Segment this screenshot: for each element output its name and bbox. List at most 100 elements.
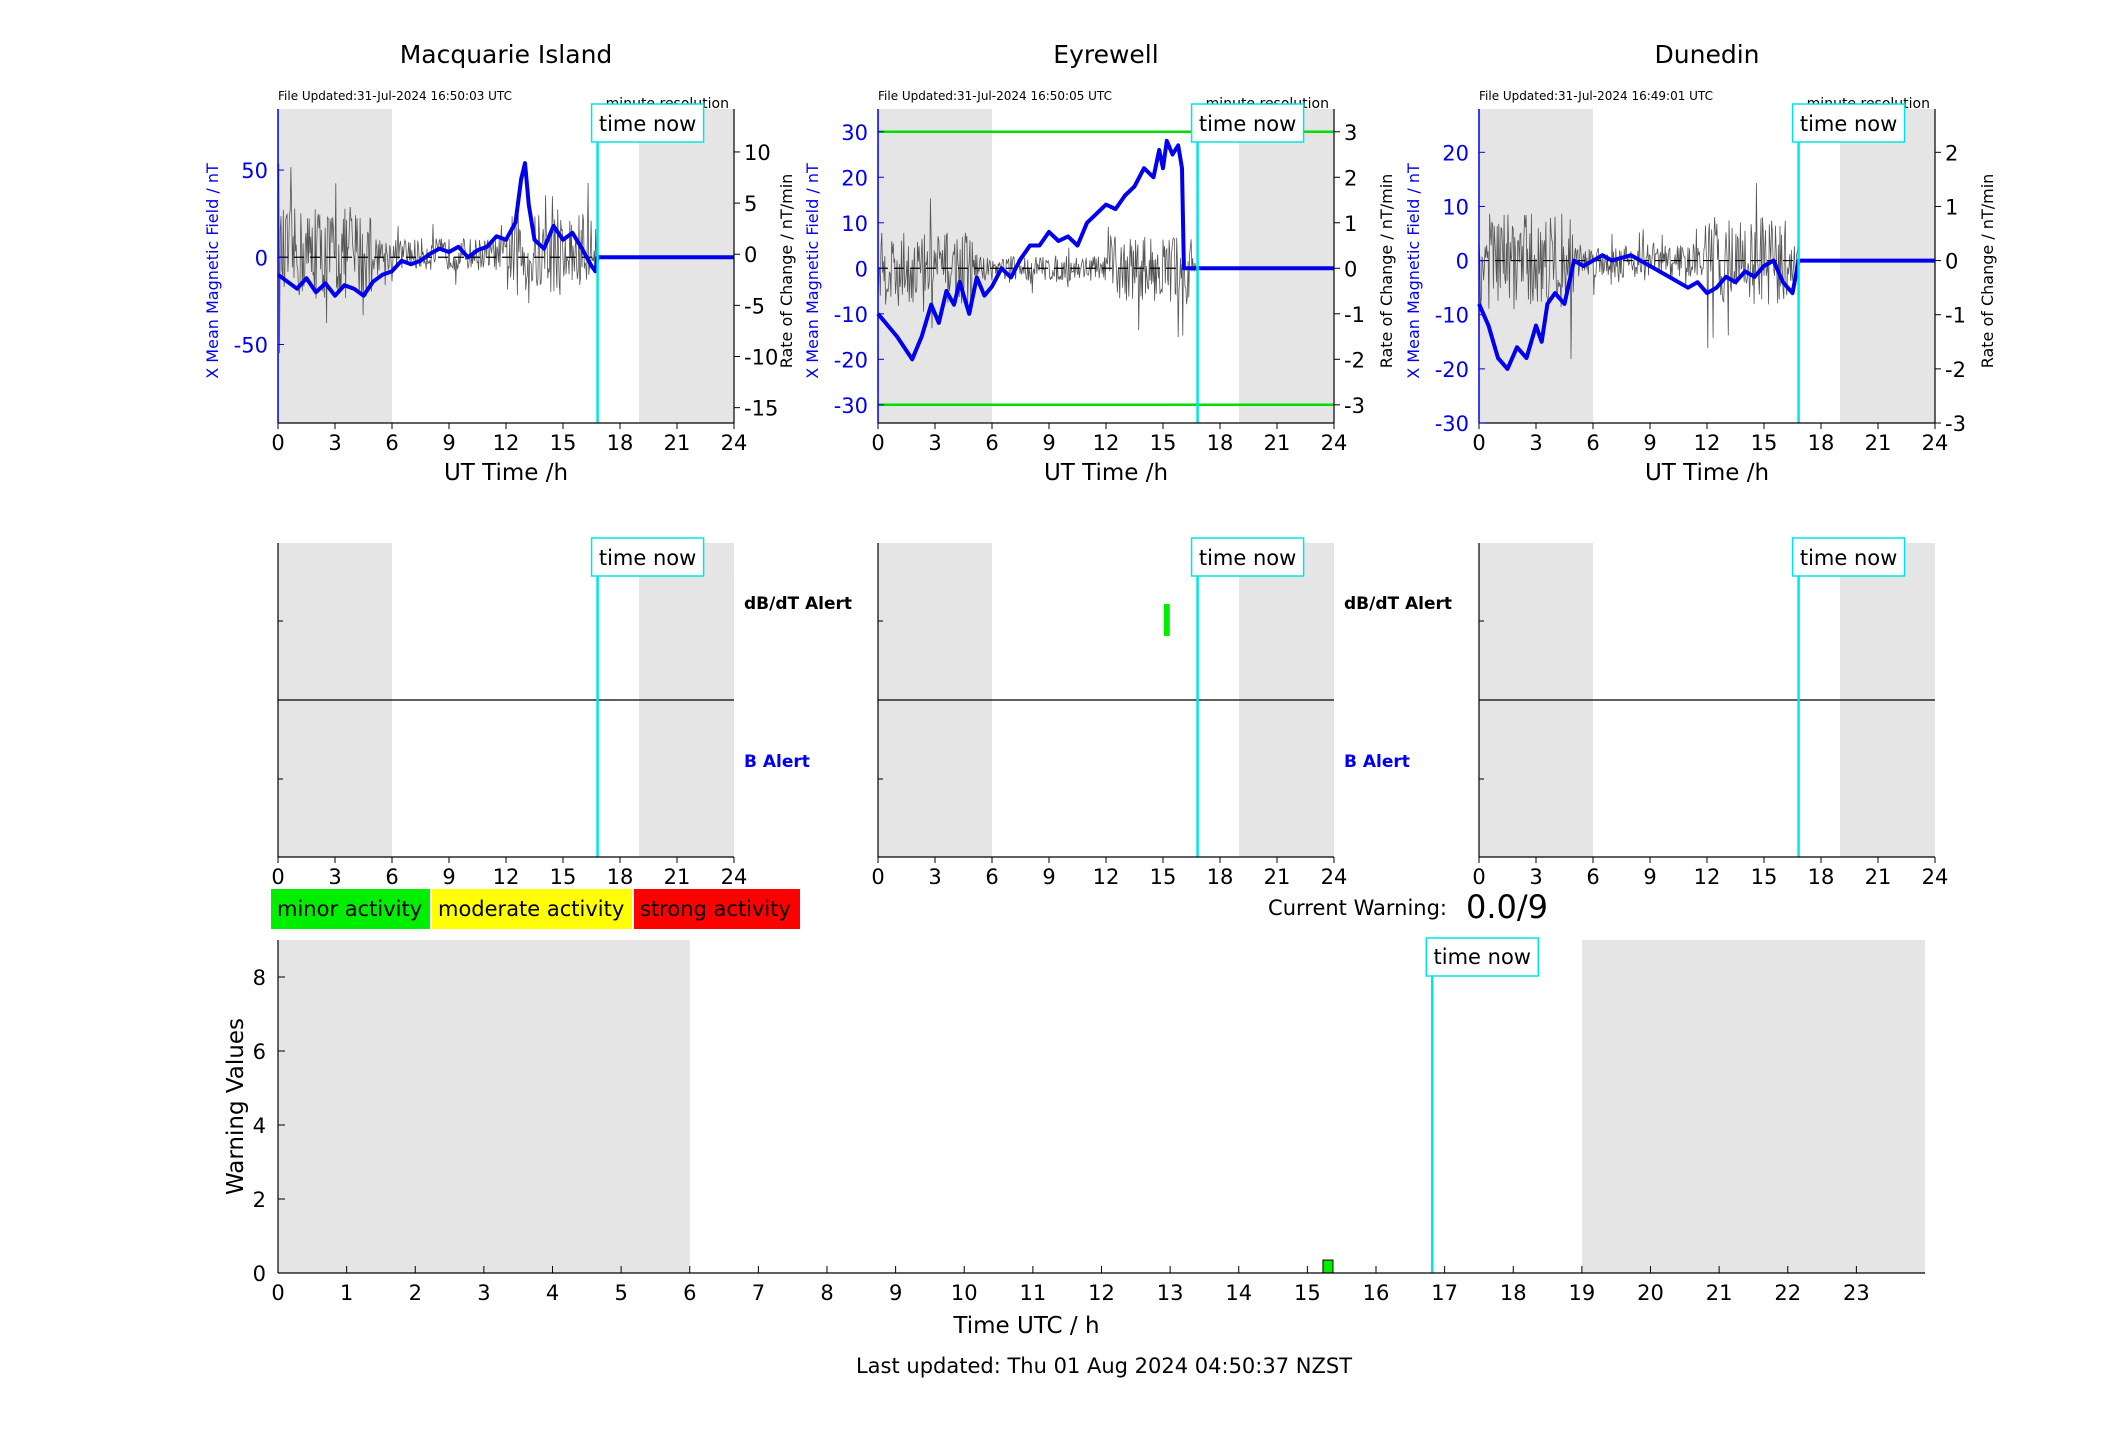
- y2-tick-label: -1: [1344, 303, 1365, 327]
- time-now-label: time now: [1199, 112, 1296, 136]
- night-shade: [278, 940, 690, 1273]
- y-tick-label: -20: [834, 348, 868, 372]
- x-tick-label: 20: [1637, 1281, 1664, 1305]
- y2-tick-label: 0: [744, 243, 757, 267]
- x-tick-label: 15: [1150, 431, 1177, 455]
- x-tick-label: 22: [1774, 1281, 1801, 1305]
- station-panel-macquarie-island: Macquarie Island File Updated:31-Jul-2024…: [203, 40, 852, 889]
- y2-tick-label: 3: [1344, 121, 1357, 145]
- x-tick-label: 12: [1088, 1281, 1115, 1305]
- x-tick-label: 12: [493, 865, 520, 889]
- x-tick-label: 3: [928, 431, 941, 455]
- legend-label: strong activity: [640, 897, 791, 921]
- station-title: Dunedin: [1655, 40, 1760, 69]
- x-tick-label: 24: [721, 865, 748, 889]
- y2-tick-label: -2: [1945, 358, 1966, 382]
- time-now-label: time now: [1800, 546, 1897, 570]
- x-tick-label: 3: [328, 431, 341, 455]
- x-tick-label: 12: [1694, 431, 1721, 455]
- time-now-box: [590, 103, 705, 143]
- x-tick-label: 0: [1472, 431, 1485, 455]
- x-tick-label: 24: [1321, 431, 1348, 455]
- x-tick-label: 21: [664, 431, 691, 455]
- b-alert-label: B Alert: [744, 752, 810, 772]
- y-tick-label: 0: [255, 246, 268, 270]
- x-tick-label: 16: [1363, 1281, 1390, 1305]
- warning-bar: [1322, 1259, 1334, 1274]
- night-shade: [1840, 109, 1935, 423]
- x-tick-label: 9: [1643, 431, 1656, 455]
- x-tick-label: 8: [820, 1281, 833, 1305]
- time-now-box: [1425, 937, 1540, 977]
- y2-tick-label: 10: [744, 141, 771, 165]
- x-tick-label: 6: [1586, 431, 1599, 455]
- x-field-trace: [276, 161, 734, 298]
- x-tick-label: 23: [1843, 1281, 1870, 1305]
- time-now-label: time now: [599, 112, 696, 136]
- legend-swatch: [271, 889, 430, 929]
- y2-tick-label: 2: [1344, 166, 1357, 190]
- file-updated-label: File Updated:31-Jul-2024 16:50:05 UTC: [878, 89, 1112, 103]
- y-tick-label: 6: [253, 1040, 266, 1064]
- y-tick-label: 10: [841, 212, 868, 236]
- x-tick-label: 5: [614, 1281, 627, 1305]
- x-field-trace: [1477, 253, 1935, 371]
- y2-tick-label: 1: [1344, 212, 1357, 236]
- x-tick-label: 21: [1264, 431, 1291, 455]
- x-tick-label: 3: [1529, 865, 1542, 889]
- y-tick-label: 2: [253, 1188, 266, 1212]
- x-tick-label: 13: [1157, 1281, 1184, 1305]
- x-tick-label: 14: [1225, 1281, 1252, 1305]
- x-tick-label: 9: [1643, 865, 1656, 889]
- x-axis-label: UT Time /h: [1645, 460, 1769, 486]
- y2-tick-label: -2: [1344, 348, 1365, 372]
- legend-swatch: [634, 889, 800, 929]
- file-updated-label: File Updated:31-Jul-2024 16:50:03 UTC: [278, 89, 512, 103]
- y2-tick-label: -3: [1344, 394, 1365, 418]
- x-tick-label: 9: [442, 865, 455, 889]
- y2-axis-label: Rate of Change / nT/min: [1377, 174, 1396, 369]
- time-now-box: [1190, 537, 1305, 577]
- x-tick-label: 9: [442, 431, 455, 455]
- current-warning-value: 0.0/9: [1466, 888, 1548, 926]
- x-tick-label: 10: [951, 1281, 978, 1305]
- y-tick-label: 0: [1456, 250, 1469, 274]
- x-tick-label: 1: [340, 1281, 353, 1305]
- time-now-box: [1791, 537, 1906, 577]
- y-tick-label: -30: [1435, 412, 1469, 436]
- x-axis-label: UT Time /h: [1044, 460, 1168, 486]
- dbdt-alert-label: dB/dT Alert: [1344, 594, 1452, 614]
- x-tick-label: 6: [985, 865, 998, 889]
- x-tick-label: 21: [1706, 1281, 1733, 1305]
- current-warning-label: Current Warning:: [1268, 896, 1447, 920]
- x-tick-label: 15: [1150, 865, 1177, 889]
- x-tick-label: 17: [1431, 1281, 1458, 1305]
- y-axis-label: X Mean Magnetic Field / nT: [1404, 163, 1423, 379]
- y2-tick-label: -5: [744, 294, 765, 318]
- x-tick-label: 3: [328, 865, 341, 889]
- x-tick-label: 0: [871, 865, 884, 889]
- b-alert-label: B Alert: [1344, 752, 1410, 772]
- x-tick-label: 0: [871, 431, 884, 455]
- legend-label: minor activity: [277, 897, 422, 921]
- x-tick-label: 0: [1472, 865, 1485, 889]
- x-tick-label: 15: [550, 431, 577, 455]
- x-axis-label: Time UTC / h: [952, 1313, 1099, 1339]
- y-tick-label: 30: [841, 121, 868, 145]
- x-tick-label: 18: [1808, 431, 1835, 455]
- station-panel-eyrewell: Eyrewell File Updated:31-Jul-2024 16:50:0…: [803, 40, 1452, 889]
- station-title: Macquarie Island: [400, 40, 613, 69]
- x-tick-label: 2: [409, 1281, 422, 1305]
- time-now-label: time now: [1199, 546, 1296, 570]
- x-axis-label: UT Time /h: [444, 460, 568, 486]
- night-shade: [1581, 940, 1925, 1273]
- time-now-label: time now: [1800, 112, 1897, 136]
- y-tick-label: 8: [253, 966, 266, 990]
- y-axis-label: X Mean Magnetic Field / nT: [803, 163, 822, 379]
- dbdt-alert-label: dB/dT Alert: [744, 594, 852, 614]
- station-panel-dunedin: Dunedin File Updated:31-Jul-2024 16:49:01…: [1404, 40, 1997, 889]
- x-tick-label: 21: [664, 865, 691, 889]
- last-updated-footer: Last updated: Thu 01 Aug 2024 04:50:37 N…: [856, 1354, 1352, 1378]
- y2-tick-label: 0: [1945, 250, 1958, 274]
- y2-tick-label: 2: [1945, 141, 1958, 165]
